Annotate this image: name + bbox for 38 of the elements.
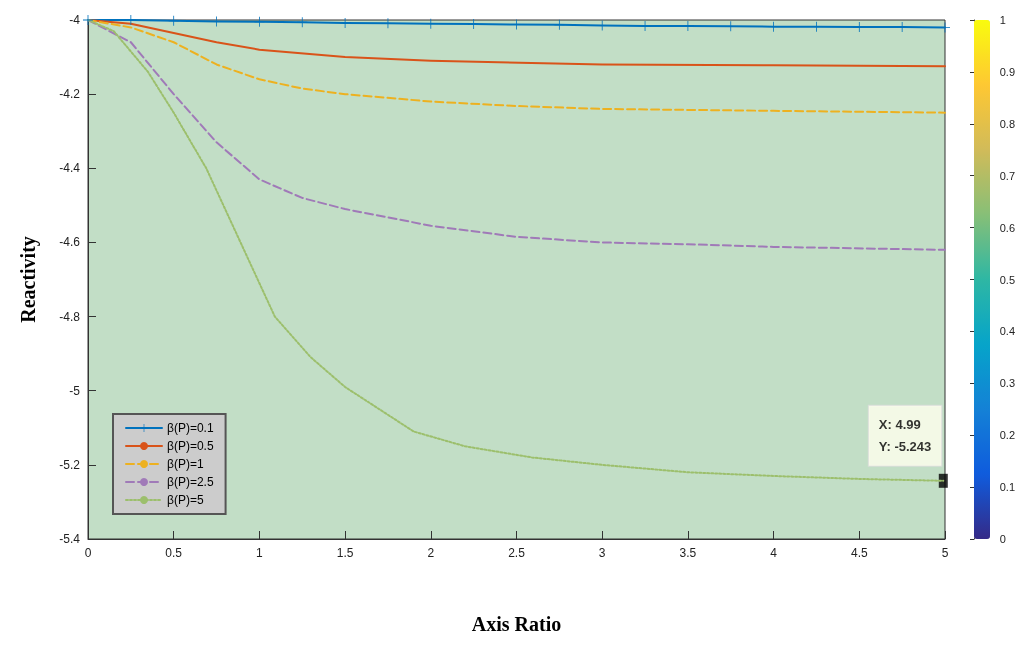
color-bar-label: 0.7 — [999, 169, 1016, 182]
x-tick-label: 0 — [84, 546, 92, 560]
y-tick-label: -4 — [69, 13, 81, 27]
x-tick-label: 3.5 — [679, 546, 697, 560]
color-bar-label: 0.9 — [999, 65, 1016, 78]
y-tick-label: -5 — [69, 383, 81, 398]
y-tick-label: -5.2 — [59, 457, 81, 472]
x-tick-label: 3 — [598, 546, 606, 560]
color-bar-label: 0.1 — [999, 481, 1016, 494]
color-bar-label: 0.6 — [999, 221, 1016, 234]
y-axis-title: Reactivity — [17, 236, 40, 323]
color-bar-label: 0.8 — [999, 117, 1016, 130]
color-bar-label: 0 — [999, 533, 1006, 545]
annotation: X: 4.99 Y: -5.243 — [878, 417, 932, 455]
legend-label: β(P)=1 — [167, 457, 204, 471]
x-axis-title: Axis Ratio — [471, 613, 562, 635]
x-tick-label: 4.5 — [850, 546, 868, 560]
x-tick-label: 1 — [256, 546, 264, 560]
y-tick-label: -5.4 — [59, 532, 81, 546]
color-bar-label: 0.5 — [999, 273, 1016, 286]
y-tick-label: -4.4 — [59, 161, 81, 176]
x-tick-label: 2 — [427, 546, 435, 560]
x-tick-label: 4 — [770, 546, 778, 560]
color-bar-label: 1 — [999, 14, 1006, 26]
x-tick-label: 2.5 — [508, 546, 526, 560]
x-tick-label: 0.5 — [165, 546, 183, 560]
x-tick-label: 1.5 — [336, 546, 354, 560]
x-tick-label: 5 — [941, 546, 949, 560]
legend-label: β(P)=2.5 — [167, 475, 214, 489]
legend-label: β(P)=0.1 — [167, 421, 214, 435]
color-bar-label: 0.4 — [999, 325, 1016, 338]
legend-label: β(P)=0.5 — [167, 439, 214, 453]
y-tick-label: -4.6 — [59, 235, 81, 250]
y-tick-label: -4.8 — [59, 309, 81, 324]
y-tick-label: -4.2 — [59, 87, 81, 102]
color-bar-label: 0.3 — [999, 377, 1016, 390]
legend-label: β(P)=5 — [167, 493, 204, 507]
color-bar-label: 0.2 — [999, 429, 1016, 442]
